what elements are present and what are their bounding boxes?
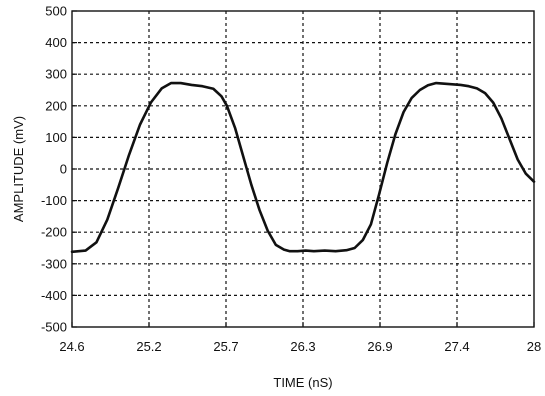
waveform-series-line	[70, 81, 536, 254]
y-tick-label: -200	[41, 225, 67, 240]
x-tick-label: 28	[527, 339, 541, 354]
x-tick-label: 26.9	[367, 339, 392, 354]
y-tick-label: 400	[45, 35, 67, 50]
x-axis-title: TIME (nS)	[273, 375, 332, 390]
grid-lines	[72, 11, 534, 327]
x-tick-labels: 24.6 25.2 25.7 26.3 26.9 27.4 28	[59, 339, 541, 354]
y-tick-label: -100	[41, 193, 67, 208]
x-tick-label: 27.4	[444, 339, 469, 354]
y-tick-label: -500	[41, 320, 67, 335]
y-tick-labels: 500 400 300 200 100 0 -100 -200 -300 -400 -500	[41, 4, 67, 335]
y-tick-label: 200	[45, 98, 67, 113]
x-tick-label: 25.7	[213, 339, 238, 354]
y-tick-label: 100	[45, 130, 67, 145]
plot-area-frame	[71, 10, 535, 328]
y-tick-label: 0	[60, 162, 67, 177]
x-tick-label: 24.6	[59, 339, 84, 354]
tick-marks	[71, 10, 535, 328]
y-tick-label: -400	[41, 288, 67, 303]
x-tick-label: 25.2	[136, 339, 161, 354]
x-tick-label: 26.3	[290, 339, 315, 354]
y-tick-label: 300	[45, 67, 67, 82]
y-axis-title: AMPLITUDE (mV)	[11, 116, 26, 222]
y-tick-label: 500	[45, 4, 67, 19]
y-tick-label: -300	[41, 256, 67, 271]
